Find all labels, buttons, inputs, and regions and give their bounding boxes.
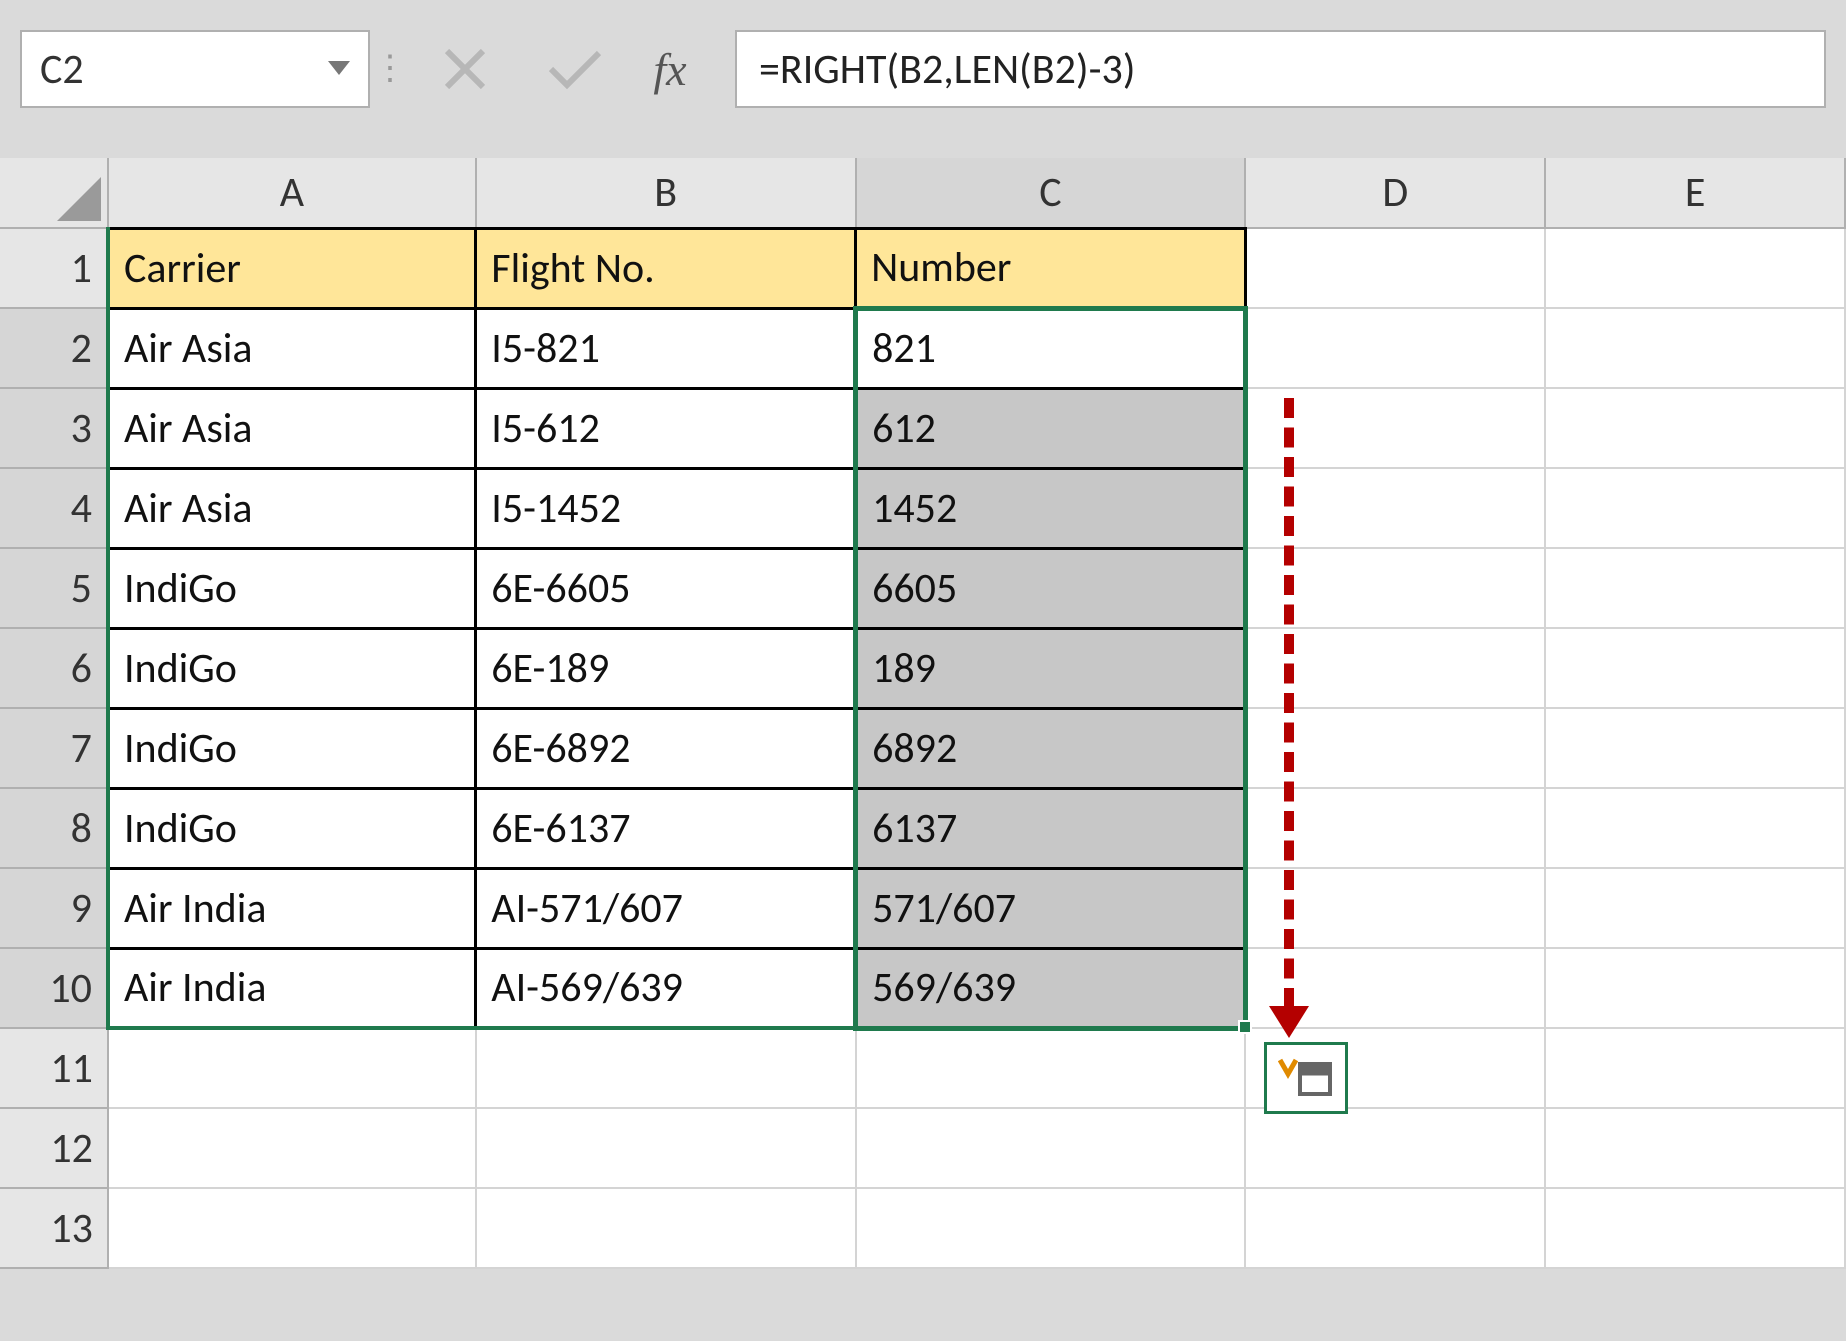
row-header-4[interactable]: 4 <box>0 468 108 548</box>
row-header-11[interactable]: 11 <box>0 1028 108 1108</box>
cell-E8[interactable] <box>1545 788 1845 868</box>
cell-B5[interactable]: 6E-6605 <box>476 548 856 628</box>
cell-B8[interactable]: 6E-6137 <box>476 788 856 868</box>
cell-A5[interactable]: IndiGo <box>108 548 476 628</box>
column-header-D[interactable]: D <box>1245 158 1545 228</box>
cell-A2[interactable]: Air Asia <box>108 308 476 388</box>
row-header-10[interactable]: 10 <box>0 948 108 1028</box>
cell-B2[interactable]: I5-821 <box>476 308 856 388</box>
row-header-13[interactable]: 13 <box>0 1188 108 1268</box>
cell-A7[interactable]: IndiGo <box>108 708 476 788</box>
cell-B12[interactable] <box>476 1108 856 1188</box>
row-header-12[interactable]: 12 <box>0 1108 108 1188</box>
insert-function-button[interactable]: fx <box>630 30 710 108</box>
name-box-dropdown-icon[interactable] <box>328 58 350 80</box>
row-header-1[interactable]: 1 <box>0 228 108 308</box>
cell-C10[interactable]: 569/639 <box>856 948 1246 1028</box>
cell-C11[interactable] <box>856 1028 1246 1108</box>
enter-button[interactable] <box>520 30 630 108</box>
cell-E7[interactable] <box>1545 708 1845 788</box>
cell-C9[interactable]: 571/607 <box>856 868 1246 948</box>
cell-C3[interactable]: 612 <box>856 388 1246 468</box>
cell-B11[interactable] <box>476 1028 856 1108</box>
cell-D12[interactable] <box>1245 1108 1545 1188</box>
cell-A9[interactable]: Air India <box>108 868 476 948</box>
cell-A10[interactable]: Air India <box>108 948 476 1028</box>
cell-A13[interactable] <box>108 1188 476 1268</box>
autofill-options-button[interactable] <box>1264 1042 1348 1114</box>
column-header-B[interactable]: B <box>476 158 856 228</box>
cell-B4[interactable]: I5-1452 <box>476 468 856 548</box>
cell-C1[interactable]: Number <box>856 228 1246 308</box>
drag-arrow-head-icon <box>1269 1006 1309 1038</box>
formula-text: =RIGHT(B2,LEN(B2)-3) <box>759 44 1136 95</box>
formula-input[interactable]: =RIGHT(B2,LEN(B2)-3) <box>735 30 1826 108</box>
select-all-button[interactable] <box>0 158 108 228</box>
row-header-2[interactable]: 2 <box>0 308 108 388</box>
formula-bar: C2 ⋮ fx =RIGHT(B2,LEN(B2)-3) <box>0 0 1846 158</box>
cell-E6[interactable] <box>1545 628 1845 708</box>
row-header-3[interactable]: 3 <box>0 388 108 468</box>
name-box-value: C2 <box>40 44 84 95</box>
cell-E11[interactable] <box>1545 1028 1845 1108</box>
cell-C13[interactable] <box>856 1188 1246 1268</box>
cell-E10[interactable] <box>1545 948 1845 1028</box>
cell-B9[interactable]: AI-571/607 <box>476 868 856 948</box>
cell-C8[interactable]: 6137 <box>856 788 1246 868</box>
cell-B13[interactable] <box>476 1188 856 1268</box>
cell-E3[interactable] <box>1545 388 1845 468</box>
cell-C7[interactable]: 6892 <box>856 708 1246 788</box>
cell-C2[interactable]: 821 <box>856 308 1246 388</box>
cancel-button[interactable] <box>410 30 520 108</box>
fill-handle[interactable] <box>1238 1020 1252 1034</box>
cell-B1[interactable]: Flight No. <box>476 228 856 308</box>
cell-D1[interactable] <box>1245 228 1545 308</box>
cell-E13[interactable] <box>1545 1188 1845 1268</box>
column-header-E[interactable]: E <box>1545 158 1845 228</box>
drag-arrow-annotation <box>1284 398 1294 1008</box>
cell-A6[interactable]: IndiGo <box>108 628 476 708</box>
cell-E12[interactable] <box>1545 1108 1845 1188</box>
cell-A8[interactable]: IndiGo <box>108 788 476 868</box>
formula-bar-divider: ⋮ <box>370 30 410 108</box>
row-header-5[interactable]: 5 <box>0 548 108 628</box>
cell-B3[interactable]: I5-612 <box>476 388 856 468</box>
row-header-6[interactable]: 6 <box>0 628 108 708</box>
cell-B7[interactable]: 6E-6892 <box>476 708 856 788</box>
cell-C12[interactable] <box>856 1108 1246 1188</box>
cell-B6[interactable]: 6E-189 <box>476 628 856 708</box>
cell-A1[interactable]: Carrier <box>108 228 476 308</box>
cell-E1[interactable] <box>1545 228 1845 308</box>
fx-label-text: fx <box>653 43 686 96</box>
cell-C4[interactable]: 1452 <box>856 468 1246 548</box>
spreadsheet-grid: A B C D E 1 Carrier Flight No. Number 2 … <box>0 158 1846 1269</box>
cell-A4[interactable]: Air Asia <box>108 468 476 548</box>
cell-E4[interactable] <box>1545 468 1845 548</box>
name-box[interactable]: C2 <box>20 30 370 108</box>
column-header-C[interactable]: C <box>856 158 1246 228</box>
cell-E9[interactable] <box>1545 868 1845 948</box>
cell-A3[interactable]: Air Asia <box>108 388 476 468</box>
cell-D2[interactable] <box>1245 308 1545 388</box>
cell-E2[interactable] <box>1545 308 1845 388</box>
row-header-7[interactable]: 7 <box>0 708 108 788</box>
cell-C5[interactable]: 6605 <box>856 548 1246 628</box>
cell-B10[interactable]: AI-569/639 <box>476 948 856 1028</box>
sheet-table: A B C D E 1 Carrier Flight No. Number 2 … <box>0 158 1846 1269</box>
row-header-8[interactable]: 8 <box>0 788 108 868</box>
autofill-options-icon <box>1278 1054 1334 1102</box>
cell-C6[interactable]: 189 <box>856 628 1246 708</box>
cell-E5[interactable] <box>1545 548 1845 628</box>
cell-A11[interactable] <box>108 1028 476 1108</box>
cell-A12[interactable] <box>108 1108 476 1188</box>
row-header-9[interactable]: 9 <box>0 868 108 948</box>
cell-D13[interactable] <box>1245 1188 1545 1268</box>
column-header-A[interactable]: A <box>108 158 476 228</box>
